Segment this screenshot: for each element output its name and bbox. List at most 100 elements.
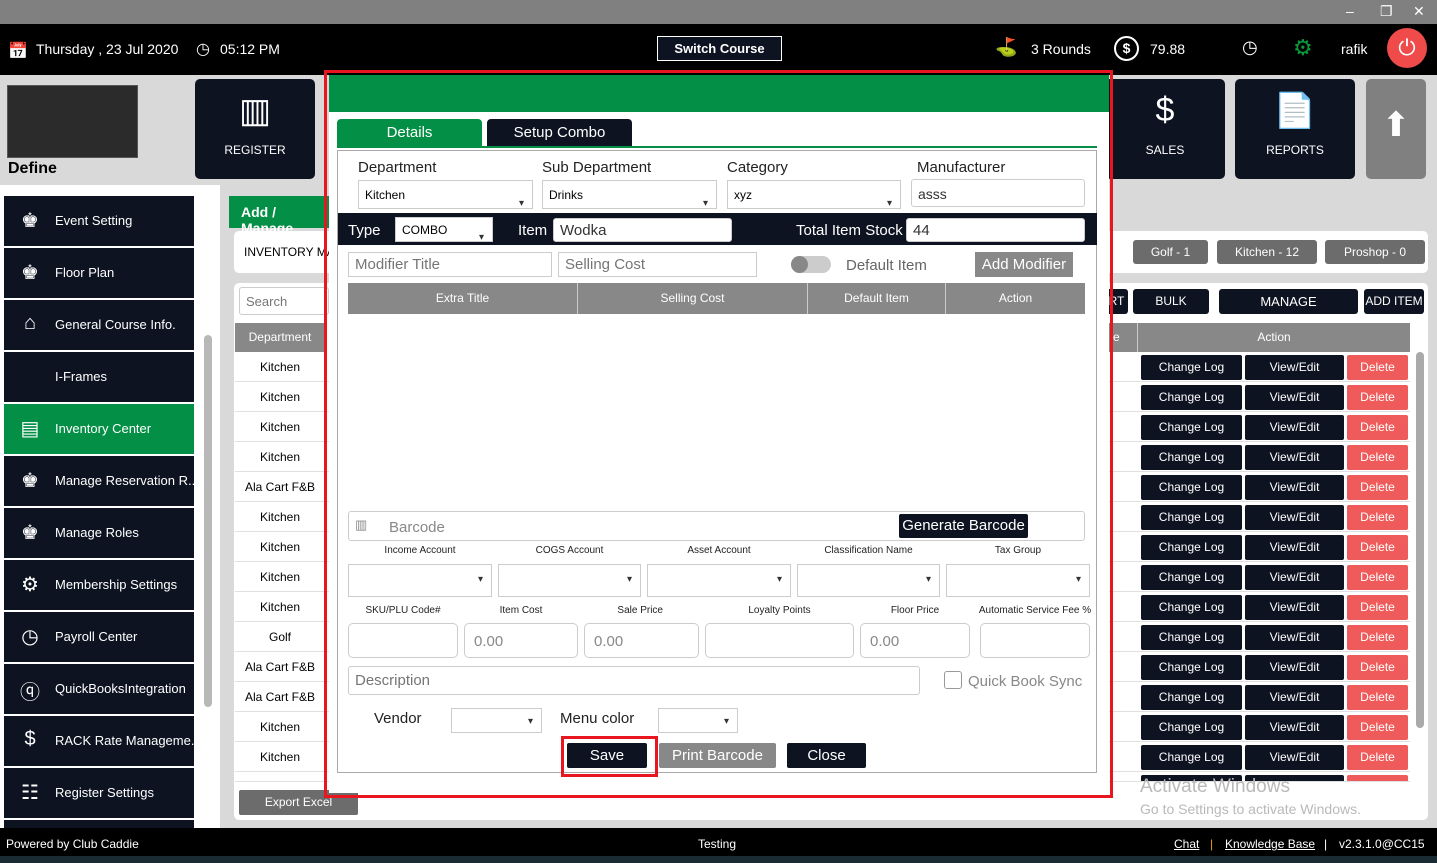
delete-button[interactable] xyxy=(1347,775,1408,781)
change-log-button[interactable]: Change Log xyxy=(1141,715,1242,740)
change-log-button[interactable]: Change Log xyxy=(1141,595,1242,620)
view-edit-button[interactable]: View/Edit xyxy=(1245,655,1344,680)
cogs-account-select[interactable] xyxy=(498,564,641,597)
change-log-button[interactable]: Change Log xyxy=(1141,385,1242,410)
sidebar-scrollbar[interactable] xyxy=(204,335,212,707)
change-log-button[interactable]: Change Log xyxy=(1141,415,1242,440)
sidebar-item-manage-reservation-r[interactable]: ♚ Manage Reservation R... xyxy=(4,456,199,506)
view-edit-button[interactable] xyxy=(1245,775,1344,781)
delete-button[interactable]: Delete xyxy=(1347,385,1408,410)
quick-book-sync-checkbox[interactable] xyxy=(944,671,962,689)
modifier-title-input[interactable] xyxy=(348,252,552,277)
sidebar-item-rack-rate-manageme[interactable]: $ RACK Rate Manageme... xyxy=(4,716,202,766)
change-log-button[interactable]: Change Log xyxy=(1141,445,1242,470)
change-log-button[interactable]: Change Log xyxy=(1141,505,1242,530)
sub-department-select[interactable]: Drinks xyxy=(542,180,717,218)
sidebar-item-general-course-info[interactable]: ⌂ General Course Info. xyxy=(4,300,194,350)
service-fee-input[interactable] xyxy=(980,623,1090,658)
reports-tile[interactable]: 📄 REPORTS xyxy=(1235,79,1355,179)
sales-tile[interactable]: $ SALES xyxy=(1105,79,1225,179)
view-edit-button[interactable]: View/Edit xyxy=(1245,565,1344,590)
sidebar-item-inventory-center[interactable]: ▤ Inventory Center xyxy=(4,404,194,454)
sale-price-input[interactable]: 0.00 xyxy=(584,623,699,658)
item-cost-input[interactable]: 0.00 xyxy=(464,623,578,658)
change-log-button[interactable]: Change Log xyxy=(1141,565,1242,590)
scroll-up-tile[interactable]: ⬆ xyxy=(1366,79,1426,179)
change-log-button[interactable]: Change Log xyxy=(1141,535,1242,560)
floor-price-input[interactable]: 0.00 xyxy=(860,623,970,658)
count-proshop[interactable]: Proshop - 0 xyxy=(1325,240,1425,264)
add-item-button[interactable]: ADD ITEM xyxy=(1364,289,1424,314)
view-edit-button[interactable]: View/Edit xyxy=(1245,475,1344,500)
income-account-select[interactable] xyxy=(348,564,492,597)
delete-button[interactable]: Delete xyxy=(1347,595,1408,620)
tab-setup-combo[interactable]: Setup Combo xyxy=(487,119,632,147)
delete-button[interactable]: Delete xyxy=(1347,475,1408,500)
change-log-button[interactable]: Change Log xyxy=(1141,655,1242,680)
view-edit-button[interactable]: View/Edit xyxy=(1245,415,1344,440)
delete-button[interactable]: Delete xyxy=(1347,415,1408,440)
delete-button[interactable]: Delete xyxy=(1347,535,1408,560)
view-edit-button[interactable]: View/Edit xyxy=(1245,715,1344,740)
clock-in-icon[interactable]: ◷ xyxy=(1242,37,1258,57)
delete-button[interactable]: Delete xyxy=(1347,445,1408,470)
sidebar-item-payroll-center[interactable]: ◷ Payroll Center xyxy=(4,612,194,662)
view-edit-button[interactable]: View/Edit xyxy=(1245,595,1344,620)
column-department[interactable]: Department xyxy=(235,323,325,352)
change-log-button[interactable]: Change Log xyxy=(1141,745,1242,770)
gear-icon[interactable]: ⚙ xyxy=(1293,35,1313,60)
define-thumbnail[interactable] xyxy=(7,85,138,158)
sidebar-item-membership-settings[interactable]: ⚙ Membership Settings xyxy=(4,560,194,610)
export-excel-button[interactable]: Export Excel xyxy=(239,790,358,815)
delete-button[interactable]: Delete xyxy=(1347,655,1408,680)
delete-button[interactable]: Delete xyxy=(1347,685,1408,710)
item-input[interactable]: Wodka xyxy=(553,218,732,242)
delete-button[interactable]: Delete xyxy=(1347,715,1408,740)
category-select[interactable]: xyz xyxy=(727,180,901,218)
sidebar-item-floor-plan[interactable]: ♚ Floor Plan xyxy=(4,248,194,298)
add-manage-tab[interactable]: Add / Manage xyxy=(229,196,339,236)
description-input[interactable] xyxy=(348,666,920,695)
department-select[interactable]: Kitchen xyxy=(358,180,533,218)
asset-account-select[interactable] xyxy=(647,564,791,597)
count-golf[interactable]: Golf - 1 xyxy=(1133,240,1208,264)
count-kitchen[interactable]: Kitchen - 12 xyxy=(1217,240,1317,264)
view-edit-button[interactable]: View/Edit xyxy=(1245,445,1344,470)
print-barcode-button[interactable]: Print Barcode xyxy=(659,743,776,768)
sku-input[interactable] xyxy=(348,623,458,658)
classification-select[interactable] xyxy=(797,564,940,597)
change-log-button[interactable]: Change Log xyxy=(1141,475,1242,500)
tax-group-select[interactable] xyxy=(946,564,1090,597)
total-stock-input[interactable]: 44 xyxy=(906,218,1085,242)
delete-button[interactable]: Delete xyxy=(1347,565,1408,590)
restore-button[interactable]: ❐ xyxy=(1380,3,1393,19)
change-log-button[interactable]: Change Log xyxy=(1141,685,1242,710)
delete-button[interactable]: Delete xyxy=(1347,625,1408,650)
sidebar-item-i-frames[interactable]: I-Frames xyxy=(4,352,194,402)
view-edit-button[interactable]: View/Edit xyxy=(1245,535,1344,560)
view-edit-button[interactable]: View/Edit xyxy=(1245,385,1344,410)
sidebar-item-quickbooksintegration[interactable]: ⓠ QuickBooksIntegration xyxy=(4,664,194,714)
view-edit-button[interactable]: View/Edit xyxy=(1245,625,1344,650)
view-edit-button[interactable]: View/Edit xyxy=(1245,745,1344,770)
loyalty-input[interactable] xyxy=(705,623,854,658)
change-log-button[interactable] xyxy=(1141,775,1242,781)
selling-cost-input[interactable] xyxy=(558,252,757,277)
sidebar-item-partial[interactable] xyxy=(4,820,194,828)
sidebar-item-register-settings[interactable]: ☷ Register Settings xyxy=(4,768,194,818)
view-edit-button[interactable]: View/Edit xyxy=(1245,685,1344,710)
search-input[interactable] xyxy=(239,287,329,315)
view-edit-button[interactable]: View/Edit xyxy=(1245,355,1344,380)
delete-button[interactable]: Delete xyxy=(1347,505,1408,530)
tab-details[interactable]: Details xyxy=(337,119,482,147)
chat-link[interactable]: Chat xyxy=(1174,837,1200,851)
sidebar-item-manage-roles[interactable]: ♚ Manage Roles xyxy=(4,508,194,558)
bulk-import-button[interactable]: BULK IMPORT xyxy=(1133,289,1209,333)
view-edit-button[interactable]: View/Edit xyxy=(1245,505,1344,530)
power-icon[interactable]: ⏻ xyxy=(1387,28,1427,68)
change-log-button[interactable]: Change Log xyxy=(1141,625,1242,650)
manage-categories-button[interactable]: MANAGE CATEGORIES xyxy=(1219,289,1358,334)
register-tile[interactable]: ▥ REGISTER xyxy=(195,79,315,179)
close-window-button[interactable]: ✕ xyxy=(1413,3,1425,19)
menu-color-select[interactable] xyxy=(658,708,738,733)
